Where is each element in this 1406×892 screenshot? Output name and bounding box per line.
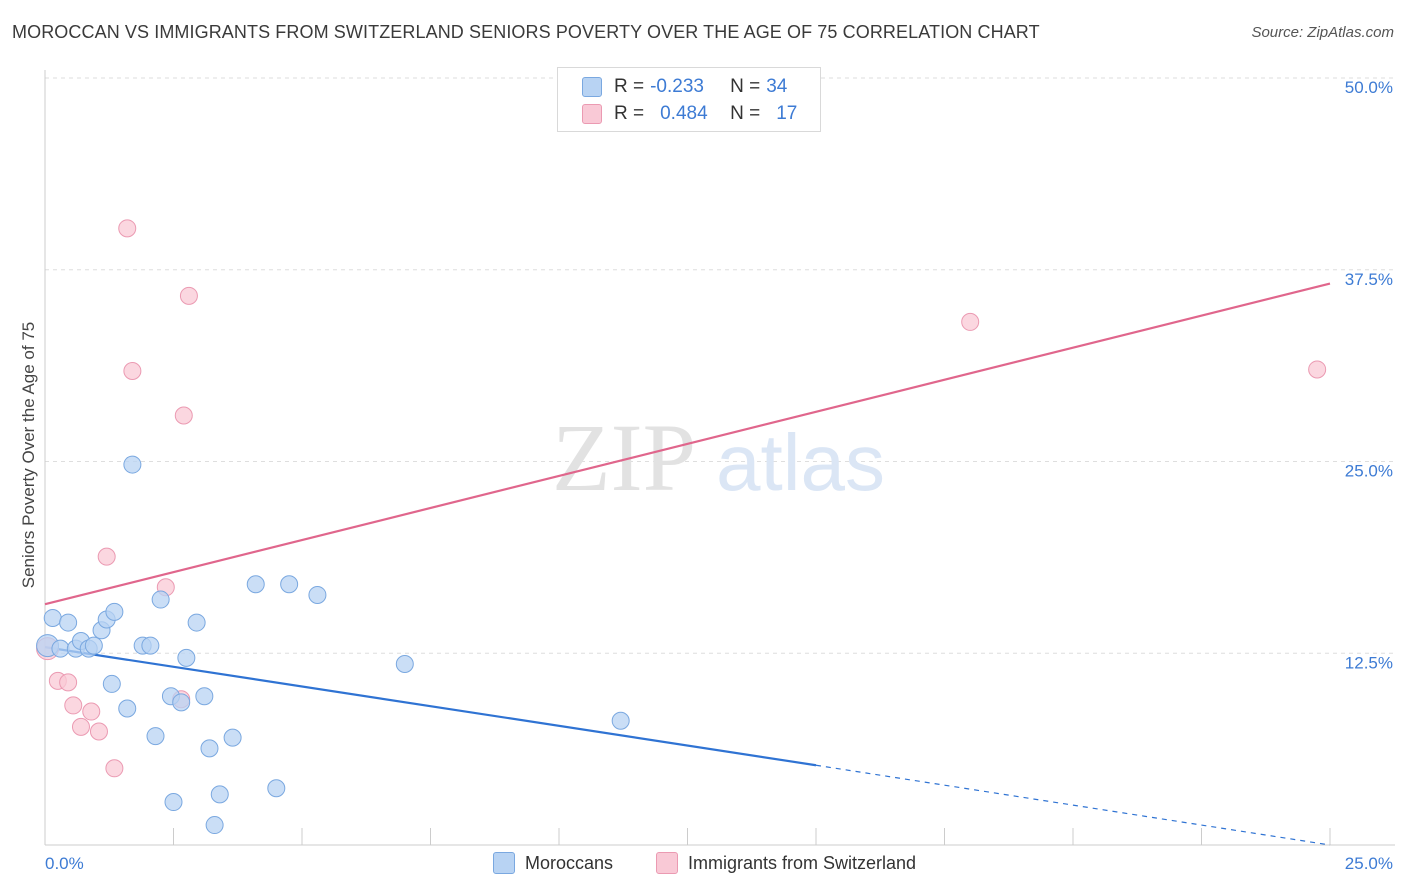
pink-swatch (656, 852, 678, 874)
point-moroccans (200, 739, 219, 758)
point-moroccans (59, 613, 78, 632)
source-label: Source: ZipAtlas.com (1251, 24, 1394, 41)
x-tick-label: 0.0% (45, 854, 84, 873)
y-tick-label: 12.5% (1345, 653, 1393, 672)
point-switzerland (82, 702, 101, 721)
point-moroccans (611, 711, 630, 730)
point-moroccans (118, 699, 137, 718)
point-switzerland (64, 696, 83, 715)
point-switzerland (59, 673, 78, 692)
n-label: N = (730, 103, 761, 124)
watermark-zip: ZIP (552, 404, 696, 511)
y-tick-label: 25.0% (1345, 462, 1393, 481)
data-points (36, 219, 1327, 835)
x-tick-label: 25.0% (1345, 854, 1393, 873)
legend-label: Moroccans (525, 852, 614, 873)
legend-row-moroccans: R = -0.233 N = 34 (582, 75, 787, 99)
point-moroccans (246, 575, 265, 594)
point-moroccans (280, 575, 299, 594)
r-value: 0.484 (660, 103, 708, 124)
y-tick-labels: 12.5% 25.0% 37.5% 50.0% (1345, 78, 1393, 672)
correlation-legend: R = -0.233 N = 34 R = 0.484 N = 17 (557, 67, 821, 132)
point-moroccans (43, 608, 62, 627)
y-tick-label: 50.0% (1345, 78, 1393, 97)
point-moroccans (195, 687, 214, 706)
point-moroccans (308, 585, 327, 604)
point-switzerland (179, 286, 198, 305)
blue-swatch (582, 77, 602, 97)
point-moroccans (141, 636, 160, 655)
point-switzerland (71, 717, 90, 736)
point-switzerland (174, 406, 193, 425)
point-moroccans (51, 639, 70, 658)
y-axis-label: Seniors Poverty Over the Age of 75 (19, 322, 38, 588)
point-moroccans (105, 602, 124, 621)
r-label: R = (614, 103, 645, 124)
blue-swatch (493, 852, 515, 874)
x-tick-labels: 0.0% 25.0% (45, 854, 1393, 873)
legend-item-switzerland: Immigrants from Switzerland (656, 852, 916, 874)
point-moroccans (146, 727, 165, 746)
n-label: N = (730, 76, 761, 97)
point-switzerland (97, 547, 116, 566)
point-switzerland (105, 759, 124, 778)
point-moroccans (210, 785, 229, 804)
point-moroccans (177, 648, 196, 667)
point-switzerland (89, 722, 108, 741)
point-moroccans (84, 636, 103, 655)
axes (44, 70, 1395, 846)
n-value: 17 (776, 103, 798, 124)
trendline-moroccans-extension (815, 764, 1331, 846)
series-legend: Moroccans Immigrants from Switzerland (0, 852, 1406, 878)
point-moroccans (151, 590, 170, 609)
point-switzerland (1308, 360, 1327, 379)
point-moroccans (102, 674, 121, 693)
pink-swatch (582, 104, 602, 124)
n-value: 34 (766, 76, 788, 97)
grid-lines (45, 77, 1395, 654)
point-moroccans (172, 693, 191, 712)
r-value: -0.233 (650, 76, 704, 97)
trendline-switzerland (44, 282, 1331, 606)
y-tick-label: 37.5% (1345, 270, 1393, 289)
point-switzerland (118, 219, 137, 238)
point-moroccans (187, 613, 206, 632)
point-moroccans (164, 793, 183, 812)
legend-row-switzerland: R = 0.484 N = 17 (582, 102, 797, 126)
legend-item-moroccans: Moroccans (493, 852, 613, 874)
point-switzerland (123, 361, 142, 380)
r-label: R = (614, 76, 645, 97)
chart-title: MOROCCAN VS IMMIGRANTS FROM SWITZERLAND … (12, 22, 1040, 42)
point-moroccans (123, 455, 142, 474)
point-moroccans (267, 779, 286, 798)
point-moroccans (223, 728, 242, 747)
watermark: ZIP atlas (552, 404, 885, 511)
legend-label: Immigrants from Switzerland (688, 852, 917, 873)
watermark-atlas: atlas (716, 418, 885, 507)
trendline-moroccans (44, 646, 817, 767)
trendlines (44, 282, 1331, 846)
point-switzerland (961, 312, 980, 331)
point-moroccans (205, 816, 224, 835)
point-moroccans (395, 654, 414, 673)
